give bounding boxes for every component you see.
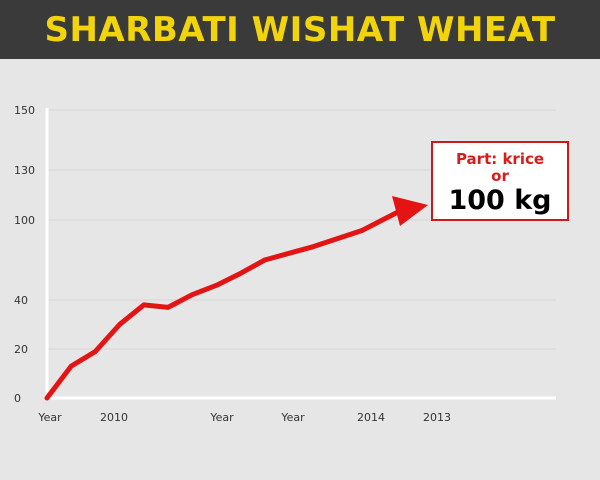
chart-title: SHARBATI WISHAT WHEAT bbox=[44, 9, 556, 50]
x-tick-labels: Year 2010 Year Year 2014 2013 bbox=[37, 411, 451, 424]
x-tick-label: 2013 bbox=[423, 411, 451, 424]
series-line-end bbox=[359, 209, 401, 234]
y-tick-label: 100 bbox=[14, 214, 35, 227]
y-tick-label: 0 bbox=[14, 392, 21, 405]
x-tick-label: Year bbox=[209, 411, 234, 424]
axes bbox=[45, 108, 556, 400]
callout-label: Part: krice bbox=[455, 150, 545, 168]
x-tick-label: 2014 bbox=[357, 411, 385, 424]
title-banner: SHARBATI WISHAT WHEAT bbox=[0, 0, 600, 59]
series-layer bbox=[44, 196, 428, 401]
callout-connector: or bbox=[491, 167, 509, 185]
x-tick-label: 2010 bbox=[100, 411, 128, 424]
arrow-head bbox=[392, 196, 428, 226]
y-tick-labels: 0 20 40 100 130 150 bbox=[14, 104, 35, 405]
annotation-callout: Part: krice or 100 kg bbox=[431, 141, 569, 221]
y-tick-label: 20 bbox=[14, 343, 28, 356]
x-tick-label: Year bbox=[37, 411, 62, 424]
series-line bbox=[44, 228, 365, 401]
y-tick-label: 150 bbox=[14, 104, 35, 117]
callout-value: 100 kg bbox=[448, 185, 552, 216]
y-tick-label: 130 bbox=[14, 164, 35, 177]
y-tick-label: 40 bbox=[14, 294, 28, 307]
x-tick-label: Year bbox=[280, 411, 305, 424]
